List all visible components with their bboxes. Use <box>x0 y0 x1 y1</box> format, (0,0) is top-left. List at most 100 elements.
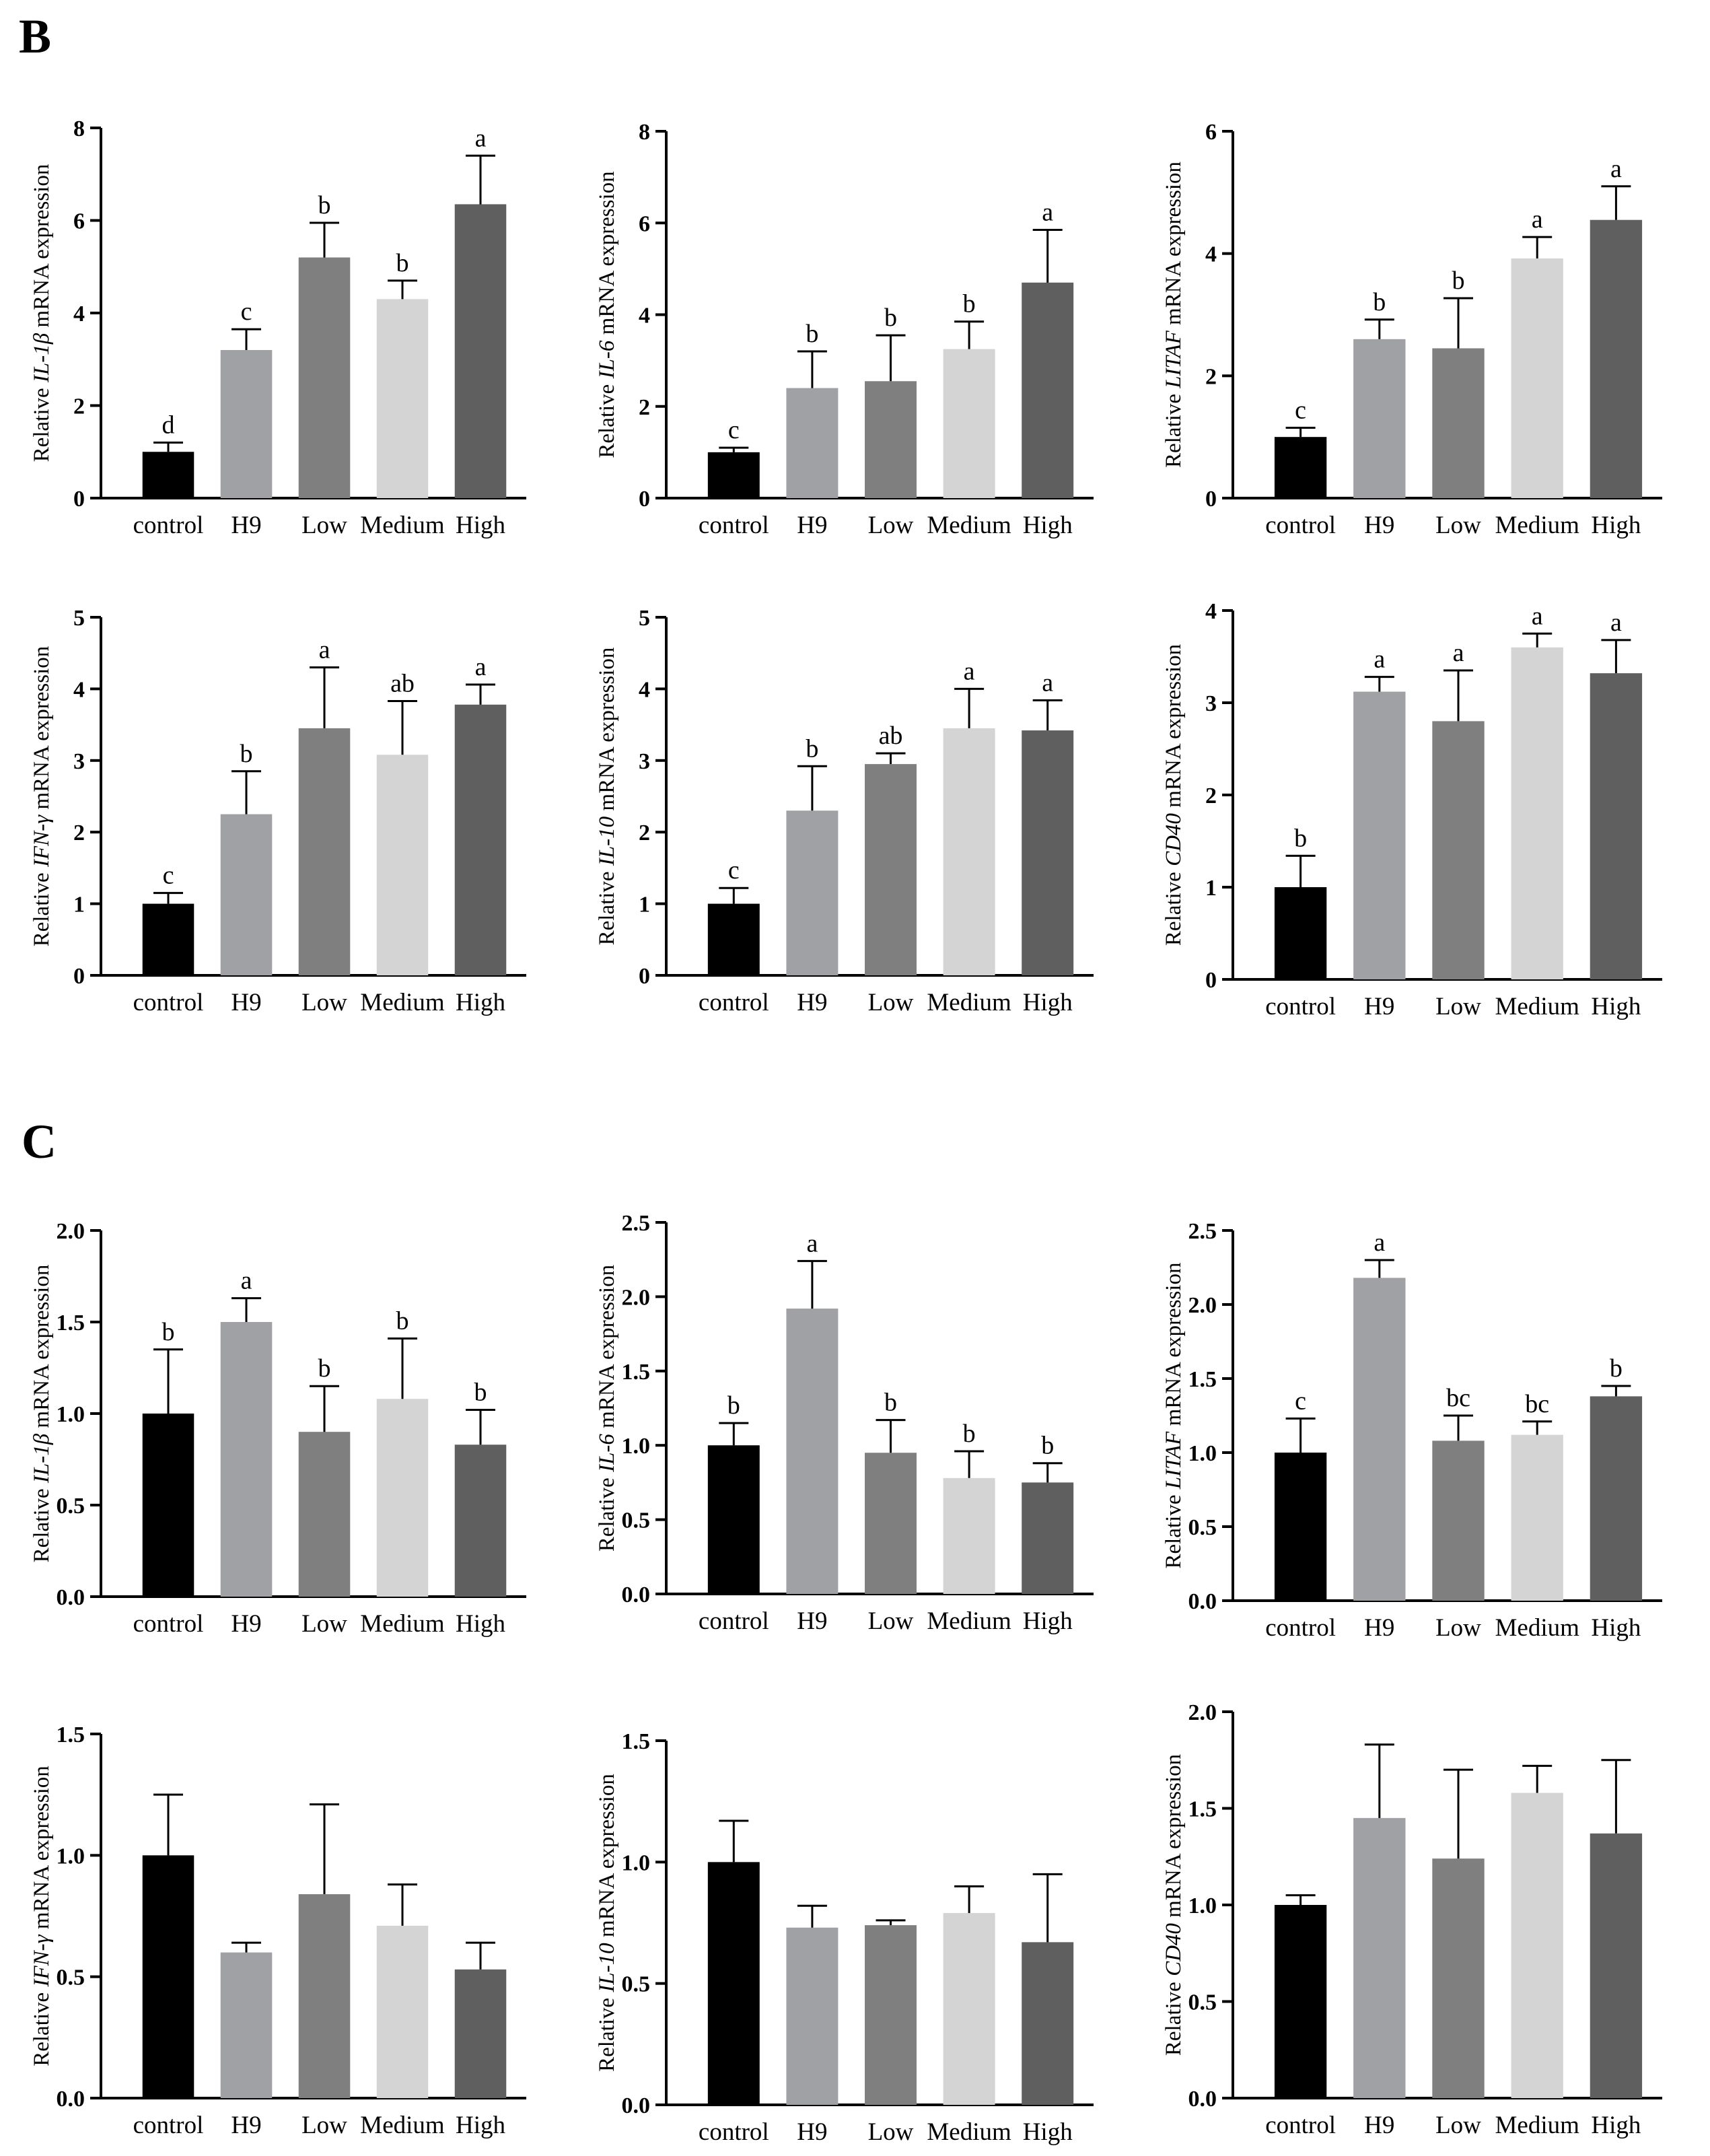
x-category-label: control <box>699 2118 769 2146</box>
bar-low <box>298 257 351 498</box>
x-category-label: Medium <box>1495 512 1580 539</box>
x-category-label: H9 <box>231 1610 261 1638</box>
bar-h9 <box>1353 1278 1406 1601</box>
bar-h9 <box>220 814 273 975</box>
bar-medium <box>943 728 995 975</box>
significance-letter: b <box>963 290 976 318</box>
y-tick-label: 1.5 <box>622 1360 651 1385</box>
y-tick-label: 4 <box>1205 599 1217 624</box>
y-axis-title-suffix: mRNA expression <box>595 171 619 340</box>
bar-low <box>865 381 917 498</box>
y-tick-label: 2.0 <box>1188 1293 1217 1318</box>
x-category-label: Medium <box>927 1607 1011 1635</box>
y-tick-label: 0.0 <box>57 2087 85 2112</box>
significance-letter: c <box>1295 396 1306 425</box>
y-axis-title-prefix: Relative <box>1162 388 1186 468</box>
y-axis-title-suffix: mRNA expression <box>30 646 54 815</box>
bar-low <box>865 1453 917 1594</box>
bar-h9 <box>1353 691 1406 979</box>
x-category-label: High <box>456 989 506 1016</box>
significance-letter: a <box>1453 639 1464 667</box>
x-category-label: H9 <box>1364 1614 1394 1642</box>
y-tick-label: 8 <box>639 120 650 145</box>
x-category-label: Low <box>1435 1614 1481 1642</box>
x-category-label: Medium <box>927 2118 1011 2146</box>
bar-low <box>1432 1440 1485 1601</box>
y-tick-label: 6 <box>639 211 650 236</box>
x-category-label: Low <box>868 2118 914 2146</box>
significance-letter: b <box>1373 288 1386 316</box>
y-tick-label: 4 <box>1205 242 1217 267</box>
y-axis-title-prefix: Relative <box>595 1992 619 2072</box>
y-axis-title-gene: CD40 <box>1162 813 1186 866</box>
x-category-label: control <box>133 1610 204 1638</box>
y-tick-label: 0.0 <box>1188 2087 1217 2112</box>
chart-b-1: 0 2 4 6 8 Relative IL-1β mRNA expression d cont… <box>30 116 526 539</box>
y-tick-label: 0.5 <box>57 1966 85 1990</box>
y-tick-label: 1.5 <box>57 1311 85 1335</box>
y-axis-title-gene: IFN-γ <box>30 814 54 868</box>
x-category-label: control <box>133 2112 204 2139</box>
bar-medium <box>943 349 995 498</box>
y-tick-label: 2 <box>1205 364 1217 389</box>
bar-h9 <box>786 1309 839 1594</box>
y-axis-title-gene: IL-1β <box>30 333 54 383</box>
significance-letter: ab <box>879 722 903 750</box>
y-tick-label: 1 <box>73 893 85 917</box>
x-category-label: Medium <box>360 1610 445 1638</box>
y-axis-title: Relative IL-1β mRNA expression <box>30 164 54 462</box>
y-axis-title-prefix: Relative <box>1162 866 1186 946</box>
x-category-label: Medium <box>1495 2112 1580 2139</box>
significance-letter: c <box>728 856 740 884</box>
y-tick-label: 2.5 <box>1188 1219 1217 1244</box>
bar-control <box>707 1445 760 1594</box>
y-tick-label: 0.0 <box>622 2093 651 2118</box>
x-category-label: H9 <box>797 512 827 539</box>
bar-high <box>1590 1396 1643 1601</box>
y-tick-label: 0 <box>639 964 650 989</box>
significance-letter: c <box>1295 1387 1306 1415</box>
significance-letter: b <box>318 1354 331 1383</box>
significance-letter: b <box>806 320 818 348</box>
y-axis-title-prefix: Relative <box>30 867 54 946</box>
x-category-label: Low <box>868 989 914 1016</box>
bar-low <box>865 764 917 975</box>
significance-letter: a <box>475 124 487 152</box>
bar-control <box>142 1855 194 2098</box>
x-category-label: control <box>1265 512 1336 539</box>
x-category-label: Medium <box>1495 1614 1580 1642</box>
y-tick-label: 1.5 <box>57 1723 85 1747</box>
bar-low <box>298 1894 351 2098</box>
x-category-label: H9 <box>1364 512 1394 539</box>
x-category-label: control <box>699 989 769 1016</box>
y-tick-label: 1.0 <box>622 1434 651 1459</box>
x-category-label: Low <box>301 512 347 539</box>
y-tick-label: 0.5 <box>622 1508 651 1533</box>
y-axis-title-prefix: Relative <box>1162 1489 1186 1568</box>
bar-low <box>1432 1858 1485 2098</box>
bar-medium <box>1511 647 1563 979</box>
y-axis-title-suffix: mRNA expression <box>1162 1263 1186 1432</box>
y-axis-title-prefix: Relative <box>595 866 619 945</box>
y-tick-label: 6 <box>1205 120 1217 145</box>
significance-letter: a <box>964 657 975 685</box>
significance-letter: a <box>241 1267 252 1295</box>
y-tick-label: 0.5 <box>1188 1515 1217 1540</box>
y-tick-label: 0.5 <box>1188 1990 1217 2015</box>
y-tick-label: 1.5 <box>622 1729 651 1754</box>
y-axis-title-gene: IL-1β <box>30 1433 54 1484</box>
y-tick-label: 3 <box>639 749 650 774</box>
significance-letter: b <box>162 1318 175 1346</box>
y-tick-label: 0 <box>639 487 650 512</box>
y-tick-label: 1 <box>639 893 650 917</box>
significance-letter: b <box>1294 824 1307 852</box>
significance-letter: bc <box>1446 1384 1470 1412</box>
y-axis-title-gene: IL-10 <box>595 1943 619 1993</box>
bar-high <box>1590 673 1643 979</box>
panel-label-b: B <box>19 9 51 63</box>
x-category-label: High <box>456 512 506 539</box>
significance-letter: b <box>318 191 331 219</box>
y-axis-title-gene: IL-6 <box>595 1434 619 1473</box>
significance-letter: b <box>396 1307 409 1335</box>
